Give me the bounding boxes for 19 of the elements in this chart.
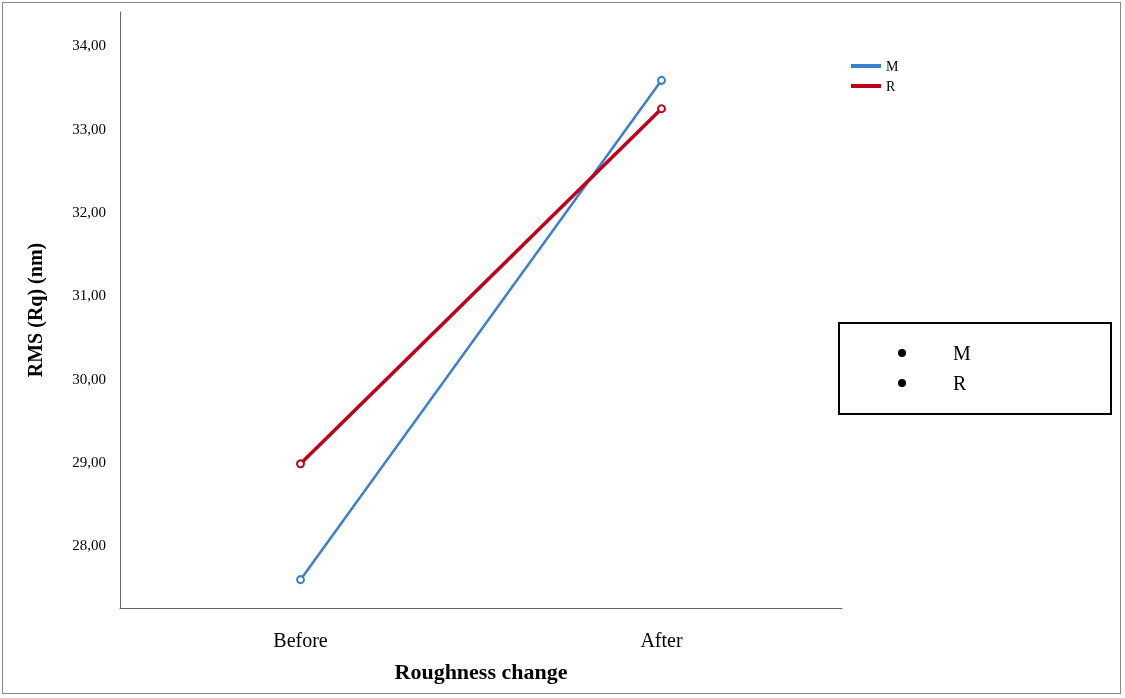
point [296,575,305,585]
text: R [953,371,967,396]
y-tick-label: 30,00 [72,370,106,387]
x-tick-label: After [640,629,683,651]
y-tick-label: 33,00 [72,120,106,137]
point [296,459,305,469]
y-tick-label: 28,00 [72,537,106,554]
legend-label: M [886,58,899,74]
text: M [953,341,971,366]
legend-label: R [886,78,896,94]
y-tick-label: 31,00 [72,287,106,304]
point [657,104,666,114]
x-tick-label: Before [273,629,328,651]
y-tick-label: 32,00 [72,204,106,221]
y-tick-label: 29,00 [72,454,106,471]
y-tick-label: 34,00 [72,37,106,54]
x-axis-title: Roughness change [394,658,568,684]
point [657,75,666,85]
y-axis-title: RMS (Rq) (nm) [24,242,47,378]
